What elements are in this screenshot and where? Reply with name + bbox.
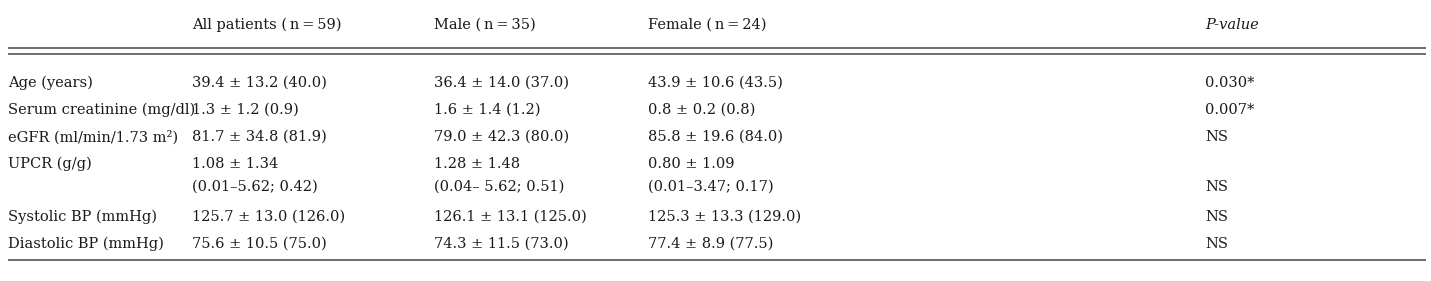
Text: 79.0 ± 42.3 (80.0): 79.0 ± 42.3 (80.0) xyxy=(434,130,570,144)
Text: 126.1 ± 13.1 (125.0): 126.1 ± 13.1 (125.0) xyxy=(434,210,587,224)
Text: 1.6 ± 1.4 (1.2): 1.6 ± 1.4 (1.2) xyxy=(434,103,541,117)
Text: Diastolic BP (mmHg): Diastolic BP (mmHg) xyxy=(9,237,165,251)
Text: 74.3 ± 11.5 (73.0): 74.3 ± 11.5 (73.0) xyxy=(434,237,568,251)
Text: 0.007*: 0.007* xyxy=(1205,103,1255,117)
Text: 0.030*: 0.030* xyxy=(1205,76,1255,90)
Text: (0.01–5.62; 0.42): (0.01–5.62; 0.42) xyxy=(192,180,318,194)
Text: Female ( n = 24): Female ( n = 24) xyxy=(648,18,767,32)
Text: 0.80 ± 1.09: 0.80 ± 1.09 xyxy=(648,157,734,171)
Text: P-value: P-value xyxy=(1205,18,1259,32)
Text: 125.3 ± 13.3 (129.0): 125.3 ± 13.3 (129.0) xyxy=(648,210,801,224)
Text: 39.4 ± 13.2 (40.0): 39.4 ± 13.2 (40.0) xyxy=(192,76,326,90)
Text: 85.8 ± 19.6 (84.0): 85.8 ± 19.6 (84.0) xyxy=(648,130,783,144)
Text: (0.04– 5.62; 0.51): (0.04– 5.62; 0.51) xyxy=(434,180,564,194)
Text: 1.08 ± 1.34: 1.08 ± 1.34 xyxy=(192,157,278,171)
Text: 77.4 ± 8.9 (77.5): 77.4 ± 8.9 (77.5) xyxy=(648,237,773,251)
Text: 1.28 ± 1.48: 1.28 ± 1.48 xyxy=(434,157,519,171)
Text: 1.3 ± 1.2 (0.9): 1.3 ± 1.2 (0.9) xyxy=(192,103,299,117)
Text: 81.7 ± 34.8 (81.9): 81.7 ± 34.8 (81.9) xyxy=(192,130,326,144)
Text: Serum creatinine (mg/dl): Serum creatinine (mg/dl) xyxy=(9,103,195,117)
Text: UPCR (g/g): UPCR (g/g) xyxy=(9,157,92,171)
Text: (0.01–3.47; 0.17): (0.01–3.47; 0.17) xyxy=(648,180,774,194)
Text: NS: NS xyxy=(1205,130,1228,144)
Text: Male ( n = 35): Male ( n = 35) xyxy=(434,18,535,32)
Text: 75.6 ± 10.5 (75.0): 75.6 ± 10.5 (75.0) xyxy=(192,237,326,251)
Text: eGFR (ml/min/1.73 m²): eGFR (ml/min/1.73 m²) xyxy=(9,130,177,144)
Text: Systolic BP (mmHg): Systolic BP (mmHg) xyxy=(9,210,157,225)
Text: Age (years): Age (years) xyxy=(9,76,93,90)
Text: NS: NS xyxy=(1205,210,1228,224)
Text: All patients ( n = 59): All patients ( n = 59) xyxy=(192,18,342,32)
Text: NS: NS xyxy=(1205,237,1228,251)
Text: NS: NS xyxy=(1205,180,1228,194)
Text: 36.4 ± 14.0 (37.0): 36.4 ± 14.0 (37.0) xyxy=(434,76,570,90)
Text: 125.7 ± 13.0 (126.0): 125.7 ± 13.0 (126.0) xyxy=(192,210,345,224)
Text: 0.8 ± 0.2 (0.8): 0.8 ± 0.2 (0.8) xyxy=(648,103,756,117)
Text: 43.9 ± 10.6 (43.5): 43.9 ± 10.6 (43.5) xyxy=(648,76,783,90)
